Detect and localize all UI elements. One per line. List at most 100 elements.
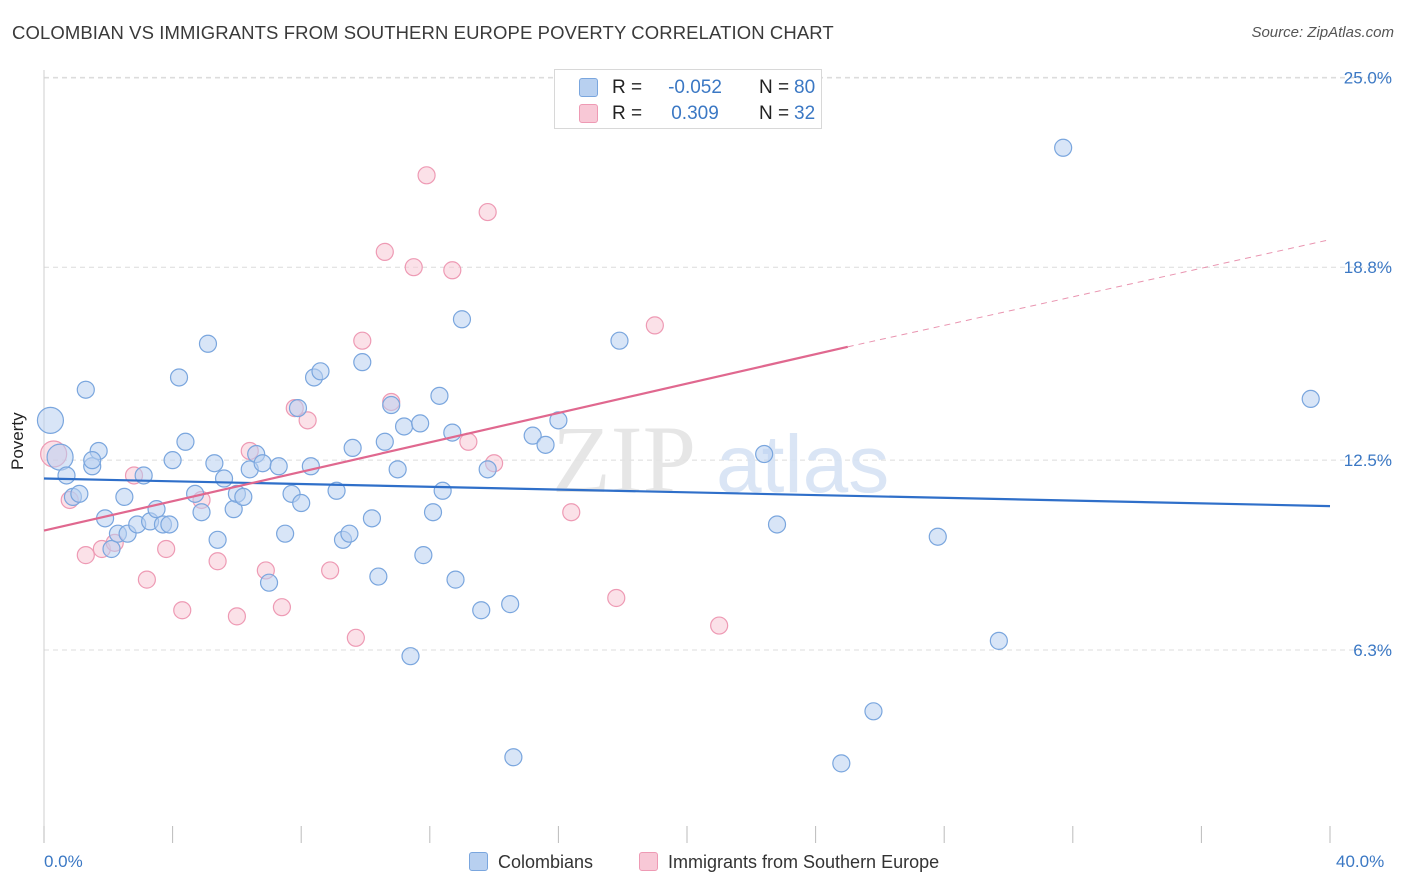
r-label: R = bbox=[612, 103, 643, 124]
point-colombians bbox=[767, 515, 787, 534]
point-colombians bbox=[214, 469, 234, 488]
point-immigrants bbox=[157, 539, 176, 559]
legend-swatch-pink bbox=[579, 104, 598, 123]
trend-line-immigrants bbox=[43, 345, 848, 532]
point-colombians bbox=[411, 414, 430, 433]
legend-swatch-blue bbox=[469, 852, 488, 871]
point-colombians bbox=[176, 432, 195, 451]
point-immigrants bbox=[562, 503, 581, 522]
point-immigrants bbox=[173, 601, 192, 620]
legend-item-colombians: Colombians bbox=[469, 852, 593, 873]
point-colombians bbox=[353, 353, 372, 372]
point-colombians bbox=[234, 487, 253, 507]
point-colombians bbox=[928, 527, 947, 546]
point-colombians bbox=[253, 454, 272, 473]
point-colombians bbox=[401, 647, 420, 666]
y-tick-labels: 6.3% 12.5% 18.8% 25.0% bbox=[1344, 68, 1392, 660]
point-immigrants bbox=[607, 588, 626, 608]
point-colombians bbox=[163, 451, 182, 470]
watermark: ZIP atlas bbox=[552, 406, 889, 513]
legend-swatch-blue bbox=[579, 78, 598, 97]
point-colombians bbox=[423, 503, 443, 522]
y-tick-label: 25.0% bbox=[1344, 68, 1392, 87]
legend-label: Immigrants from Southern Europe bbox=[668, 852, 940, 872]
point-colombians bbox=[46, 443, 74, 471]
x-tick-min: 0.0% bbox=[44, 852, 83, 871]
point-colombians bbox=[864, 702, 883, 721]
point-colombians bbox=[832, 754, 851, 773]
point-colombians bbox=[755, 444, 774, 464]
point-colombians bbox=[478, 460, 497, 479]
point-colombians bbox=[549, 411, 568, 430]
point-immigrants bbox=[404, 258, 423, 277]
trend-line-immigrants-extension bbox=[847, 239, 1331, 348]
point-colombians bbox=[169, 368, 189, 387]
point-immigrants bbox=[321, 561, 340, 580]
point-immigrants bbox=[645, 316, 664, 335]
point-colombians bbox=[989, 631, 1008, 650]
point-colombians bbox=[36, 406, 65, 434]
point-immigrants bbox=[710, 616, 729, 635]
point-colombians bbox=[301, 457, 320, 476]
y-tick-label: 6.3% bbox=[1353, 641, 1392, 660]
point-colombians bbox=[536, 435, 555, 454]
point-colombians bbox=[1054, 138, 1073, 157]
y-tick-label: 12.5% bbox=[1344, 451, 1392, 470]
point-colombians bbox=[382, 395, 401, 415]
point-colombians bbox=[192, 503, 211, 522]
point-colombians bbox=[388, 460, 407, 479]
point-colombians bbox=[414, 546, 433, 565]
n-label: N = bbox=[759, 103, 790, 124]
correlation-legend: R = -0.052 N = 80 R = 0.309 N = 32 bbox=[554, 69, 822, 129]
point-colombians bbox=[452, 310, 472, 329]
point-colombians bbox=[276, 524, 295, 543]
series-colombians-points bbox=[36, 138, 1320, 773]
y-tick-label: 18.8% bbox=[1344, 258, 1392, 277]
point-colombians bbox=[1301, 389, 1320, 409]
point-colombians bbox=[311, 362, 330, 381]
trend-line-colombians bbox=[43, 477, 1331, 508]
point-immigrants bbox=[137, 570, 156, 589]
grid-lines bbox=[44, 76, 1392, 651]
watermark-zip: ZIP bbox=[552, 406, 696, 513]
point-colombians bbox=[472, 601, 491, 620]
y-axis-label: Poverty bbox=[8, 412, 27, 470]
point-colombians bbox=[362, 509, 382, 528]
point-colombians bbox=[292, 493, 311, 513]
point-colombians bbox=[369, 567, 388, 586]
point-colombians bbox=[343, 438, 362, 458]
point-colombians bbox=[340, 524, 359, 543]
point-colombians bbox=[102, 539, 121, 559]
point-colombians bbox=[504, 748, 523, 767]
point-colombians bbox=[57, 466, 76, 485]
point-colombians bbox=[433, 481, 452, 500]
point-immigrants bbox=[417, 166, 436, 185]
point-colombians bbox=[208, 530, 227, 549]
point-colombians bbox=[610, 331, 629, 350]
point-colombians bbox=[205, 454, 224, 473]
point-immigrants bbox=[353, 331, 372, 350]
x-tick-max: 40.0% bbox=[1336, 852, 1385, 871]
point-immigrants bbox=[76, 546, 95, 565]
n-value: 32 bbox=[794, 103, 816, 124]
point-immigrants bbox=[227, 607, 246, 626]
point-colombians bbox=[160, 515, 179, 534]
r-label: R = bbox=[612, 77, 643, 98]
point-colombians bbox=[83, 451, 102, 470]
n-label: N = bbox=[759, 77, 790, 98]
point-colombians bbox=[430, 386, 449, 405]
point-colombians bbox=[76, 380, 95, 399]
r-value: -0.052 bbox=[668, 77, 722, 98]
point-colombians bbox=[269, 457, 288, 476]
point-colombians bbox=[446, 570, 465, 589]
point-immigrants bbox=[346, 628, 365, 647]
point-immigrants bbox=[375, 242, 394, 261]
trend-lines bbox=[43, 239, 1331, 532]
point-immigrants bbox=[272, 598, 292, 617]
point-colombians bbox=[394, 417, 414, 436]
point-colombians bbox=[115, 487, 134, 507]
legend-swatch-pink bbox=[639, 852, 658, 871]
point-colombians bbox=[198, 334, 218, 353]
point-immigrants bbox=[208, 552, 227, 571]
